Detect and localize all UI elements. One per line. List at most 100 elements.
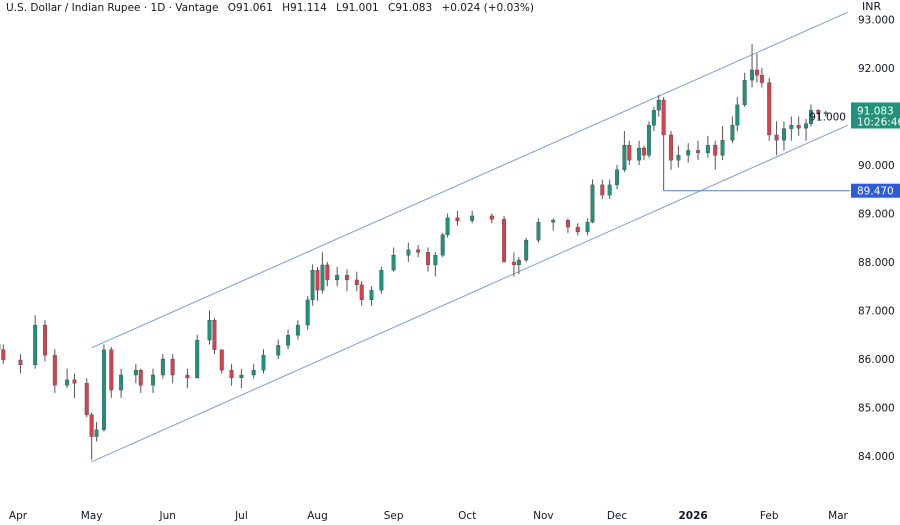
x-tick-label: Jun: [159, 510, 176, 522]
candle-body: [109, 349, 114, 391]
candle-body: [767, 82, 772, 136]
candle-body: [730, 125, 735, 141]
candle-body: [774, 134, 779, 141]
y-tick-label: 85.000: [858, 403, 895, 415]
candle-body: [470, 215, 475, 221]
candle-body: [705, 144, 710, 154]
candle-body: [295, 324, 300, 336]
candle-body: [661, 99, 666, 136]
candle-body: [133, 370, 138, 376]
candle-body: [789, 125, 794, 129]
candle-body: [651, 110, 656, 126]
candle-body: [713, 144, 718, 156]
candle-body: [575, 226, 580, 233]
candle-body: [416, 249, 421, 253]
y-tick-label: 93.000: [858, 15, 895, 27]
candle-body: [151, 374, 155, 386]
candle-body: [65, 379, 70, 386]
x-tick-label: Oct: [458, 510, 476, 522]
candle-body: [212, 320, 217, 350]
candle-body: [207, 320, 212, 341]
candle-body: [170, 358, 175, 376]
candle-body: [600, 184, 605, 196]
candle-body: [455, 217, 460, 221]
y-tick-label: 86.000: [858, 354, 895, 366]
price-axis[interactable]: 84.000 85.000 86.000 87.000 88.000 89.000 90.0…: [809, 15, 895, 464]
candle-body: [305, 299, 310, 326]
candle-body: [565, 220, 570, 228]
candle-body: [391, 255, 396, 271]
candle-body: [696, 150, 700, 154]
level-price-tag: [851, 183, 900, 198]
candle-body: [759, 75, 764, 83]
candle-body: [185, 374, 190, 379]
x-tick-label: 2026: [679, 510, 708, 522]
symbol-title[interactable]: U.S. Dollar / Indian Rupee · 1D · Vantag…: [6, 2, 219, 14]
candle-body: [335, 274, 340, 281]
candle-body: [524, 240, 529, 261]
x-tick-label: Apr: [9, 510, 28, 522]
x-tick-label: May: [81, 510, 103, 522]
candle-body: [742, 79, 747, 106]
candle-body: [229, 370, 234, 379]
candle-body: [516, 259, 521, 266]
countdown-timer: 10:26:46: [857, 116, 900, 128]
candle-body: [426, 252, 430, 266]
candle-body: [379, 270, 384, 291]
last-price-tag: [851, 102, 900, 129]
ohlc-low: L91.001: [336, 2, 379, 14]
candle-body: [642, 147, 646, 156]
candle-body: [345, 274, 349, 281]
candle-body: [511, 261, 516, 266]
channel-lines: [91, 11, 848, 463]
candle-body: [637, 147, 642, 161]
x-tick-label: Sep: [384, 510, 404, 522]
x-tick-label: Feb: [760, 510, 779, 522]
candle-body: [219, 349, 224, 371]
y-tick-label: 87.000: [858, 306, 895, 318]
x-tick-label: Jul: [234, 510, 248, 522]
ohlc-change: +0.024 (+0.03%): [441, 2, 535, 14]
candle-body: [627, 144, 632, 161]
y-tick-label: 89.000: [858, 209, 895, 221]
ohlc-open: O91.061: [227, 2, 273, 14]
candle-body: [43, 324, 47, 356]
candle-body: [440, 234, 445, 256]
candle-body: [160, 358, 165, 376]
legend-header: U.S. Dollar / Indian Rupee · 1D · Vantag…: [6, 2, 540, 14]
candle-body: [720, 140, 725, 156]
candle-body: [782, 128, 786, 141]
ohlc-close: C91.083: [388, 2, 433, 14]
candle-body: [551, 220, 556, 223]
candle-body: [18, 359, 23, 365]
time-axis[interactable]: Apr May Jun Jul Aug Sep Oct Nov Dec 2026 Feb Mar: [9, 510, 849, 522]
candle-body: [489, 215, 494, 220]
y-tick-label: 91.000: [809, 112, 846, 124]
candle-body: [823, 112, 828, 114]
candle-body: [1, 349, 6, 361]
y-tick-label: 88.000: [858, 257, 895, 269]
candle-body: [735, 104, 740, 126]
candle-body: [406, 249, 411, 256]
currency-label[interactable]: INR: [852, 0, 900, 14]
candle-body: [33, 324, 38, 365]
candle-body: [615, 169, 619, 186]
y-tick-label: 90.000: [858, 160, 895, 172]
candle-body: [607, 184, 612, 196]
x-tick-label: Mar: [828, 510, 848, 522]
candle-body: [590, 184, 595, 223]
x-tick-label: Dec: [607, 510, 628, 522]
candle-body: [585, 222, 590, 233]
candle-body: [755, 69, 759, 76]
level-price-value: 89.470: [857, 186, 894, 198]
candle-body: [369, 289, 374, 300]
candle-body: [359, 284, 364, 300]
candle-body: [646, 125, 651, 156]
candle-body: [816, 110, 821, 114]
candle-body: [536, 222, 541, 241]
candle-body: [251, 370, 256, 376]
candle-body: [502, 219, 507, 263]
y-tick-label: 84.000: [858, 451, 895, 463]
